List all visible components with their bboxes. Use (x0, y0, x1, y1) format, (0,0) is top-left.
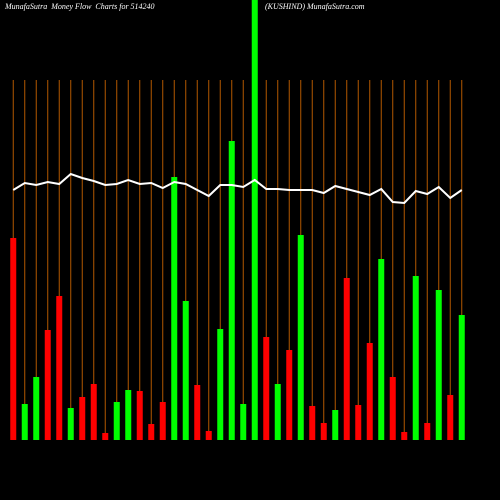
bar (389, 377, 396, 440)
bar (343, 278, 350, 440)
bar (44, 330, 51, 440)
bar (159, 402, 166, 440)
bar (67, 408, 74, 440)
bar (21, 404, 28, 440)
bar (366, 343, 373, 440)
bar (182, 301, 189, 440)
bar (424, 423, 431, 440)
bar (171, 177, 178, 440)
bar (309, 406, 316, 440)
bar (125, 390, 132, 440)
chart-title: MunafaSutra Money Flow Charts for 514240 (4, 2, 155, 11)
bar (217, 329, 224, 440)
bar (458, 315, 465, 440)
bar (412, 276, 419, 440)
bar (148, 424, 155, 440)
bar (240, 404, 247, 440)
bar (378, 259, 385, 440)
bar (263, 337, 270, 440)
bar (113, 402, 120, 440)
bar (274, 384, 281, 440)
money-flow-line (12, 172, 463, 205)
bar (251, 0, 258, 440)
bar (286, 350, 293, 440)
bar (56, 296, 63, 440)
bar (10, 238, 17, 440)
bar (205, 431, 212, 440)
bar (194, 385, 201, 440)
chart-subtitle: (KUSHIND) MunafaSutra.com (265, 2, 365, 11)
bar (401, 432, 408, 440)
bar (90, 384, 97, 440)
bar (297, 235, 304, 440)
bar (355, 405, 362, 440)
bar (435, 290, 442, 440)
bar (102, 433, 109, 440)
bar (447, 395, 454, 440)
bar (79, 397, 86, 440)
bar (332, 410, 339, 440)
bar (33, 377, 40, 440)
bar (136, 391, 143, 440)
bar (320, 423, 327, 440)
bar (228, 141, 235, 440)
